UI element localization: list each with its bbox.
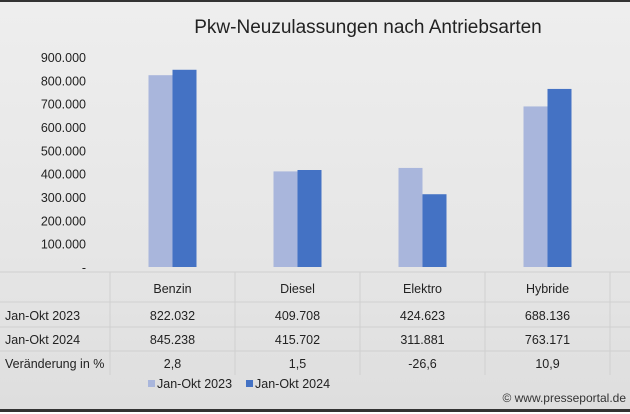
table-cell: 424.623 bbox=[400, 309, 445, 323]
bar-benzin-2 bbox=[172, 69, 197, 267]
table-cell: 1,5 bbox=[289, 357, 306, 371]
legend-label: Jan-Okt 2023 bbox=[157, 377, 232, 391]
table-cell: 822.032 bbox=[150, 309, 195, 323]
bar-hybride-1 bbox=[523, 106, 548, 267]
legend-swatch bbox=[246, 380, 253, 387]
category-label: Diesel bbox=[280, 282, 315, 296]
table-row-label: Jan-Okt 2024 bbox=[5, 333, 80, 347]
category-label: Elektro bbox=[403, 282, 442, 296]
bar-diesel-1 bbox=[273, 171, 298, 267]
chart-title: Pkw-Neuzulassungen nach Antriebsarten bbox=[194, 17, 541, 38]
y-tick-label: 800.000 bbox=[41, 74, 86, 88]
table-row-label: Jan-Okt 2023 bbox=[5, 309, 80, 323]
bar-elektro-2 bbox=[422, 194, 447, 267]
bar-benzin-1 bbox=[148, 75, 173, 267]
table-cell: -26,6 bbox=[408, 357, 437, 371]
y-tick-label: 100.000 bbox=[41, 238, 86, 252]
table-cell: 845.238 bbox=[150, 333, 195, 347]
legend-swatch bbox=[148, 380, 155, 387]
y-tick-label: 400.000 bbox=[41, 168, 86, 182]
table-cell: 415.702 bbox=[275, 333, 320, 347]
table-cell: 409.708 bbox=[275, 309, 320, 323]
bar-hybride-2 bbox=[547, 88, 572, 268]
y-tick-label: 900.000 bbox=[41, 51, 86, 65]
category-label: Hybride bbox=[526, 282, 569, 296]
y-tick-label: 500.000 bbox=[41, 144, 86, 158]
table-cell: 763.171 bbox=[525, 333, 570, 347]
table-cell: 688.136 bbox=[525, 309, 570, 323]
y-tick-label: 300.000 bbox=[41, 191, 86, 205]
table-cell: 311.881 bbox=[400, 333, 444, 347]
table-cell: 10,9 bbox=[535, 357, 559, 371]
y-tick-label: 200.000 bbox=[41, 214, 86, 228]
legend-label: Jan-Okt 2024 bbox=[255, 377, 330, 391]
bar-elektro-1 bbox=[398, 167, 423, 267]
category-label: Benzin bbox=[153, 282, 191, 296]
y-tick-label: 600.000 bbox=[41, 121, 86, 135]
bar-diesel-2 bbox=[297, 170, 322, 267]
credit: © www.presseportal.de bbox=[502, 391, 626, 405]
table-cell: 2,8 bbox=[164, 357, 181, 371]
y-tick-label: - bbox=[82, 261, 86, 275]
y-tick-label: 700.000 bbox=[41, 98, 86, 112]
table-row-label: Veränderung in % bbox=[5, 357, 104, 371]
